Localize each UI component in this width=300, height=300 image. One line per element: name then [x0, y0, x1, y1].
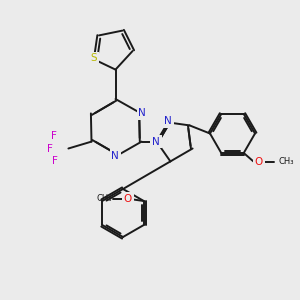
Text: F: F	[47, 143, 53, 154]
Text: N: N	[138, 108, 146, 118]
Text: S: S	[91, 53, 97, 64]
Text: O: O	[124, 194, 132, 204]
Text: O: O	[255, 157, 263, 167]
Text: F: F	[51, 130, 57, 141]
Text: CH₃: CH₃	[279, 158, 294, 166]
Text: N: N	[111, 151, 119, 161]
Text: CH₃: CH₃	[96, 194, 112, 203]
Text: N: N	[152, 136, 160, 147]
Text: F: F	[52, 156, 58, 167]
Text: N: N	[164, 116, 172, 126]
